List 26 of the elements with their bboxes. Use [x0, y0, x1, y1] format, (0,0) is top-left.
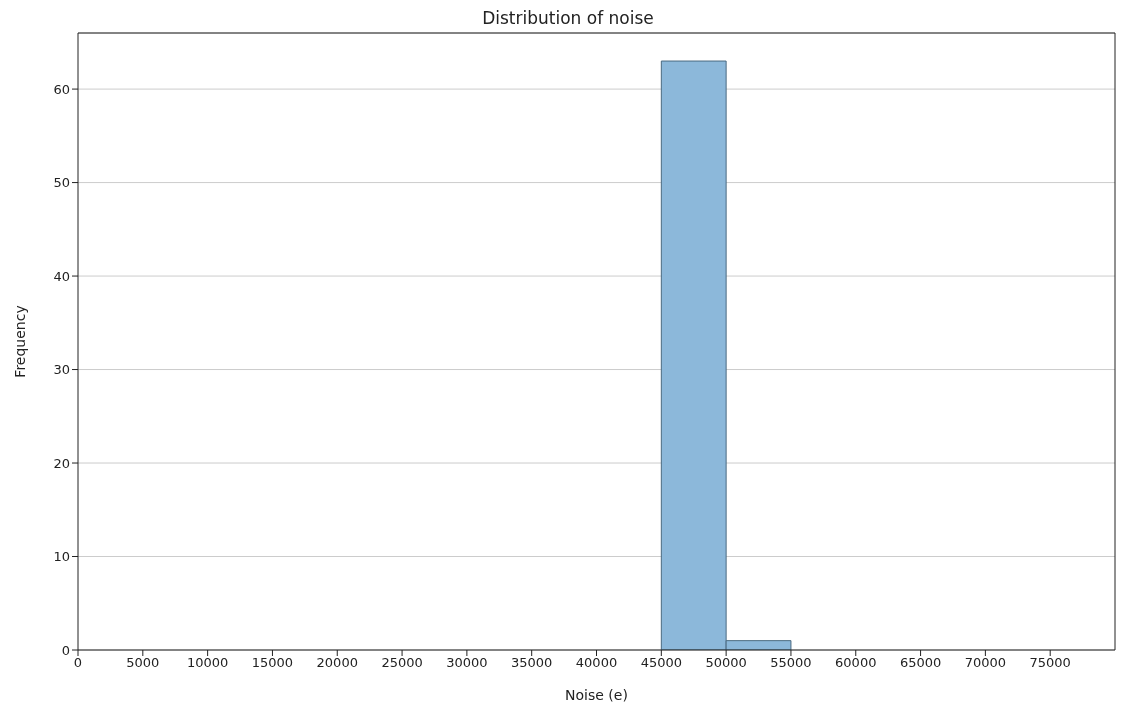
- x-tick-label: 15000: [251, 655, 294, 671]
- x-tick-label: 55000: [770, 655, 812, 671]
- x-tick-label: 45000: [640, 655, 682, 671]
- x-tick-label: 20000: [316, 655, 358, 671]
- x-tick-label: 70000: [964, 655, 1007, 671]
- x-tick-label: 50000: [705, 655, 747, 671]
- x-tick-label: 5000: [126, 655, 160, 671]
- y-tick-label: 60: [53, 81, 70, 97]
- y-tick-label: 50: [53, 175, 70, 191]
- x-tick-label: 30000: [446, 655, 488, 671]
- x-tick-label: 10000: [186, 655, 229, 671]
- y-axis-title: Frequency: [11, 305, 28, 378]
- x-tick-label: 60000: [835, 655, 877, 671]
- y-tick-label: 10: [53, 549, 70, 565]
- x-tick-label: 0: [73, 655, 83, 671]
- chart-title: Distribution of noise: [481, 8, 655, 30]
- y-tick-label: 40: [53, 268, 70, 284]
- x-tick-label: 35000: [511, 655, 553, 671]
- x-tick-label: 40000: [575, 655, 618, 671]
- x-tick-label: 25000: [381, 655, 423, 671]
- y-tick-label: 20: [53, 455, 70, 471]
- x-tick-label: 75000: [1029, 655, 1071, 671]
- x-axis-title: Noise (e): [565, 687, 628, 703]
- y-tick-label: 0: [61, 642, 70, 658]
- y-tick-label: 30: [53, 362, 70, 378]
- x-tick-label: 65000: [899, 655, 942, 671]
